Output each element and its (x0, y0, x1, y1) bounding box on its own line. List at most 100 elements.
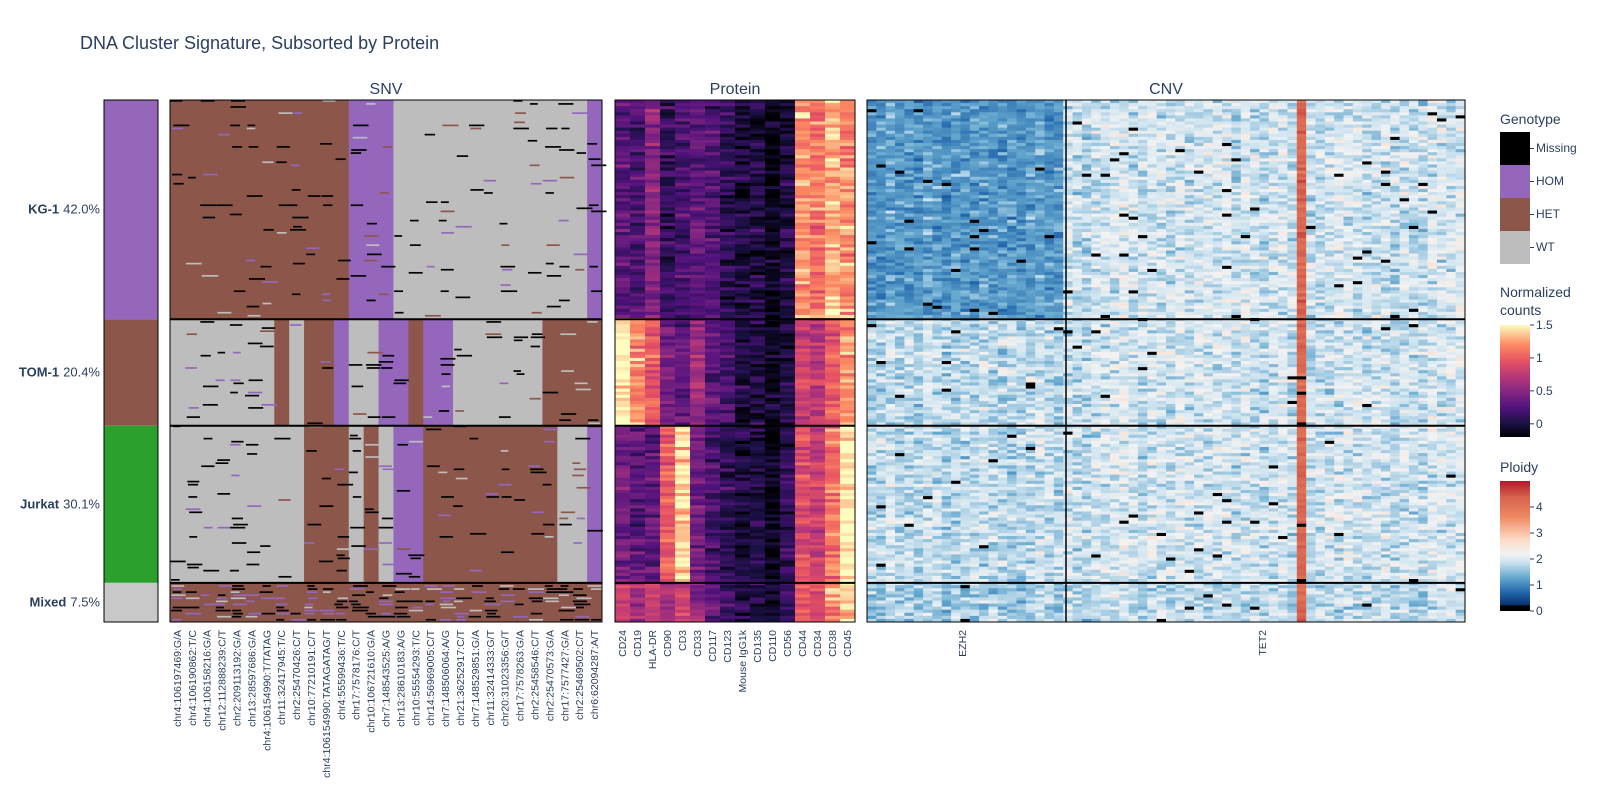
snv-speck (319, 142, 333, 145)
cnv-cell (1175, 173, 1186, 178)
protein-cell (750, 130, 766, 135)
snv-cell (229, 100, 245, 320)
protein-cell (750, 379, 766, 383)
protein-cell (735, 118, 751, 122)
cnv-cell (1352, 149, 1363, 153)
cnv-cell (1128, 112, 1139, 116)
protein-cell (765, 569, 781, 574)
snv-speck (306, 450, 317, 452)
protein-cell (690, 591, 706, 595)
cnv-cell (1231, 146, 1242, 150)
protein-cell (690, 391, 706, 396)
protein-cell (690, 348, 706, 353)
cnv-cell (1137, 136, 1148, 141)
snv-speck (307, 597, 318, 600)
protein-cell (660, 526, 676, 531)
snv-cell (542, 319, 558, 426)
protein-cell (720, 462, 736, 466)
cnv-cell (1137, 152, 1148, 156)
cnv-cell (1035, 149, 1045, 153)
protein-cell (780, 600, 796, 604)
snv-speck (231, 517, 244, 520)
cnv-cell (1306, 146, 1316, 150)
cnv-cell (1380, 133, 1391, 138)
protein-cell (720, 167, 736, 172)
cnv-cell (1287, 164, 1298, 168)
snv-speck (559, 517, 569, 520)
snv-cell (527, 100, 543, 320)
snv-speck (352, 136, 368, 139)
protein-cell (630, 579, 646, 583)
cnv-cell (1053, 146, 1064, 150)
protein-cell (810, 615, 826, 620)
protein-cell (630, 281, 646, 285)
protein-cell (690, 385, 706, 390)
protein-cell (750, 115, 766, 119)
cnv-cell (1240, 170, 1251, 175)
protein-cell (765, 268, 781, 273)
snv-speck (485, 597, 494, 600)
protein-cell (660, 284, 676, 288)
cnv-cell (1324, 103, 1335, 107)
cnv-cell (1147, 173, 1158, 178)
protein-cell (645, 572, 661, 577)
cnv-cell (1072, 127, 1083, 132)
protein-cell (675, 517, 691, 522)
protein-cell (615, 271, 631, 276)
snv-speck (441, 585, 455, 587)
protein-cell (645, 275, 661, 279)
protein-cell (720, 554, 736, 558)
protein-cell (840, 216, 856, 221)
snv-speck (366, 244, 380, 247)
cnv-cell (1427, 118, 1438, 122)
snv-speck (380, 367, 393, 369)
cnv-cell (969, 133, 980, 138)
protein-cell (720, 253, 736, 257)
snv-speck (438, 471, 448, 474)
protein-cell (645, 419, 661, 423)
protein-cell (660, 222, 676, 227)
cnv-cell (969, 161, 980, 165)
protein-cell (735, 569, 751, 574)
protein-cell (810, 446, 826, 451)
protein-cell (750, 299, 766, 304)
protein-cell (810, 594, 826, 598)
cnv-cell (1390, 100, 1400, 104)
cnv-cell (1380, 161, 1391, 165)
protein-cell (795, 477, 811, 482)
protein-cell (795, 459, 811, 463)
cnv-cell (1128, 146, 1139, 150)
cnv-cell (1147, 161, 1158, 165)
cnv-cell (1109, 103, 1120, 107)
cnv-cell (1390, 164, 1400, 168)
protein-cell (630, 477, 646, 482)
cnv-cell (1306, 139, 1316, 144)
cnv-cell (913, 115, 924, 119)
cnv-cell (895, 109, 905, 113)
cnv-cell (895, 103, 905, 107)
snv-speck (246, 305, 260, 308)
protein-cell (765, 397, 781, 402)
protein-cell (705, 410, 721, 414)
protein-cell (720, 579, 736, 583)
protein-cell (840, 321, 856, 325)
cnv-cell (1156, 170, 1167, 175)
protein-cell (840, 142, 856, 147)
protein-cell (765, 459, 781, 463)
cnv-cell (1231, 112, 1242, 116)
cnv-cell (1016, 127, 1027, 132)
protein-cell (735, 446, 751, 451)
cnv-cell (1296, 100, 1307, 104)
protein-cell (825, 354, 841, 359)
cluster-bar-jurkat (104, 425, 158, 583)
protein-cell (840, 115, 856, 119)
cnv-cell (1278, 118, 1288, 122)
cnv-cell (1240, 152, 1251, 156)
cnv-cell (885, 167, 896, 172)
protein-cell (660, 336, 676, 340)
protein-cell (840, 364, 856, 368)
cnv-cell (1259, 112, 1270, 116)
cnv-cell (1390, 130, 1400, 135)
protein-cell (765, 321, 781, 325)
protein-cell (750, 468, 766, 472)
